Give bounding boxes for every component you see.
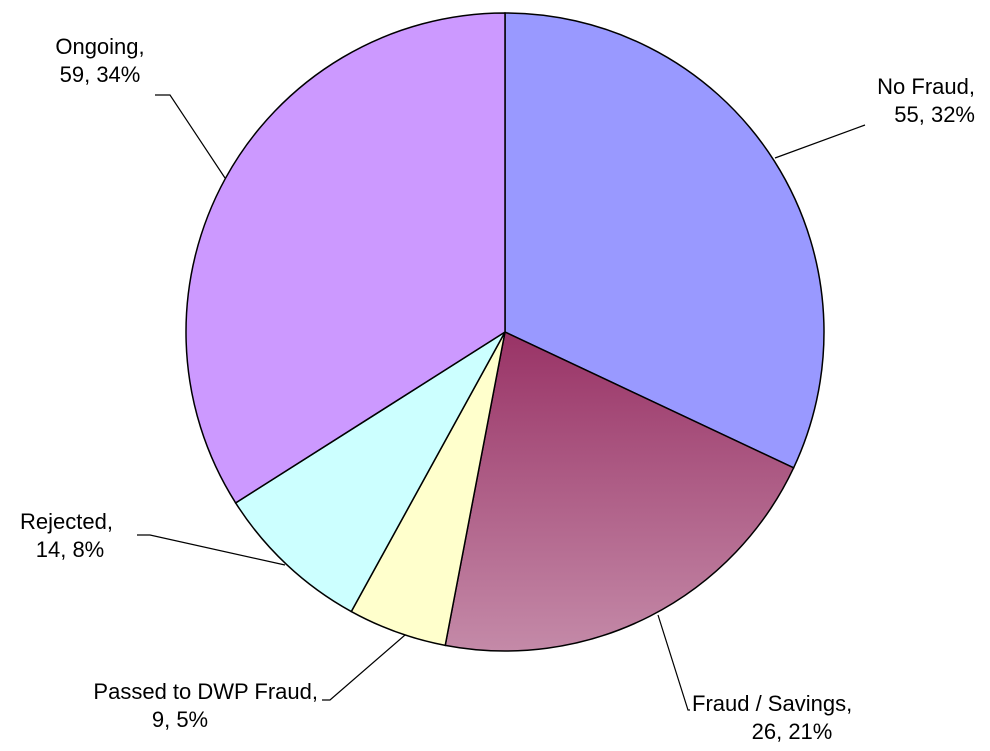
leader-line [322,634,406,701]
pie-slice [234,331,506,613]
slice-label: Fraud / Savings, [692,691,852,716]
pie-slice [185,12,506,504]
slice-value-label: 14, 8% [36,537,105,562]
leader-line [155,94,226,179]
slice-value-label: 59, 34% [60,62,141,87]
leader-line [137,534,286,566]
slice-label: Passed to DWP Fraud, [93,679,318,704]
pie-slice [444,330,795,652]
leader-line [774,124,866,159]
slice-label: Ongoing, [55,34,144,59]
slice-value-label: 9, 5% [152,707,208,732]
slice-label: Rejected, [20,509,113,534]
slice-value-label: 26, 21% [752,719,833,744]
leader-line [657,614,690,711]
slice-value-label: 55, 32% [894,102,975,127]
pie-slice [504,12,825,469]
slice-label: No Fraud, [877,74,975,99]
